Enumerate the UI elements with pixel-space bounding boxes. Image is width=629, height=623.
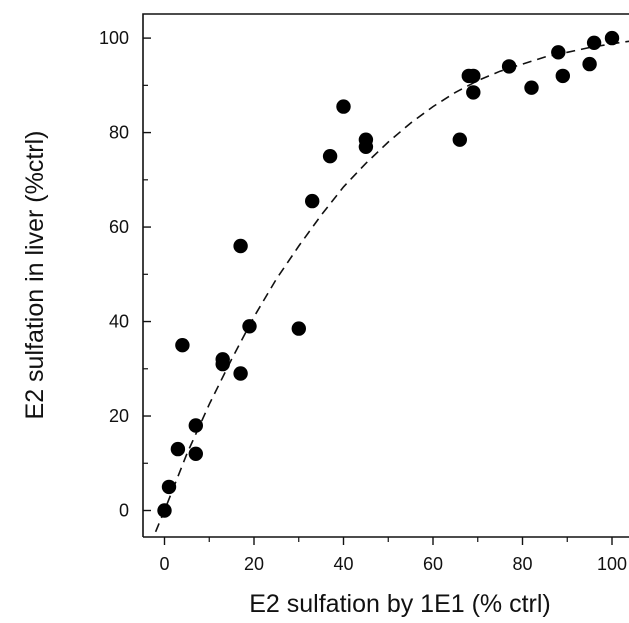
data-point	[358, 139, 374, 154]
data-point	[586, 35, 602, 50]
data-point	[170, 441, 186, 457]
y-tick-label: 100	[99, 28, 129, 48]
data-point	[161, 479, 177, 495]
data-point	[551, 45, 566, 60]
data-point	[188, 418, 203, 433]
y-axis-ticks: 0 20 40 60 80 100	[99, 28, 151, 521]
data-point	[215, 352, 230, 367]
data-point	[233, 366, 248, 381]
y-tick-label: 40	[109, 312, 129, 332]
data-point	[157, 503, 172, 518]
data-point	[582, 56, 597, 72]
x-tick-label: 0	[159, 554, 169, 574]
data-point	[291, 321, 306, 336]
y-axis-title: E2 sulfation in liver (%ctrl)	[21, 131, 49, 420]
data-point	[466, 85, 481, 100]
y-tick-label: 20	[109, 406, 129, 426]
data-point	[501, 59, 517, 74]
y-tick-label: 80	[109, 123, 129, 143]
data-point	[188, 446, 203, 461]
data-points	[157, 30, 620, 518]
x-tick-label: 20	[244, 554, 264, 574]
plot-frame-left-top	[142, 13, 629, 537]
fit-curve	[154, 40, 629, 533]
x-tick-label: 40	[333, 554, 353, 574]
data-point	[322, 149, 338, 164]
plot-frame	[142, 13, 629, 538]
y-tick-label: 60	[109, 217, 129, 237]
data-point	[555, 68, 570, 84]
x-axis-title: E2 sulfation by 1E1 (% ctrl)	[249, 590, 551, 618]
x-tick-label: 80	[512, 554, 532, 574]
data-point	[466, 68, 481, 84]
data-point	[233, 238, 248, 254]
fit-curve-layer	[154, 40, 629, 533]
data-point	[452, 132, 467, 147]
y-tick-label: 0	[119, 501, 129, 521]
data-point	[336, 99, 351, 114]
x-tick-label: 60	[423, 554, 443, 574]
x-axis-ticks: 0 20 40 60 80 100	[159, 537, 627, 574]
data-point	[175, 338, 190, 353]
data-point	[305, 193, 320, 209]
data-point	[242, 319, 257, 334]
data-point	[524, 80, 539, 95]
data-point	[604, 30, 620, 46]
x-tick-label: 100	[597, 554, 627, 574]
